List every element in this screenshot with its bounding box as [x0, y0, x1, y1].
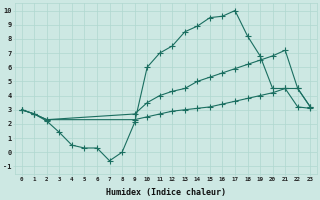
X-axis label: Humidex (Indice chaleur): Humidex (Indice chaleur) — [106, 188, 226, 197]
